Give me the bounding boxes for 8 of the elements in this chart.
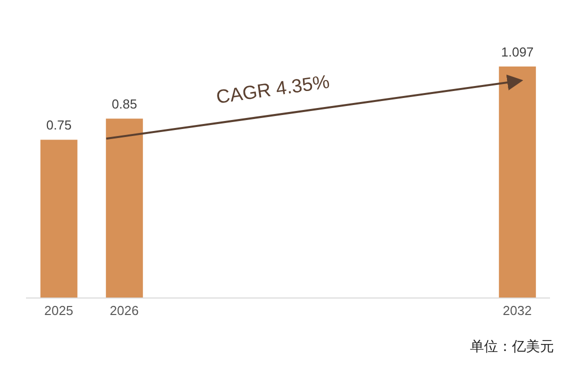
x-tick-label: 2025 [44,303,74,318]
text: 单位：亿美元 [470,338,554,356]
data-label: 1.097 [501,44,534,60]
annotation: CAGR 4.35% [215,72,332,108]
data-label: 0.75 [46,118,72,133]
x-tick-label: 2026 [110,303,139,318]
data-label: 0.85 [112,96,138,112]
x-tick-label: 2032 [502,303,532,318]
